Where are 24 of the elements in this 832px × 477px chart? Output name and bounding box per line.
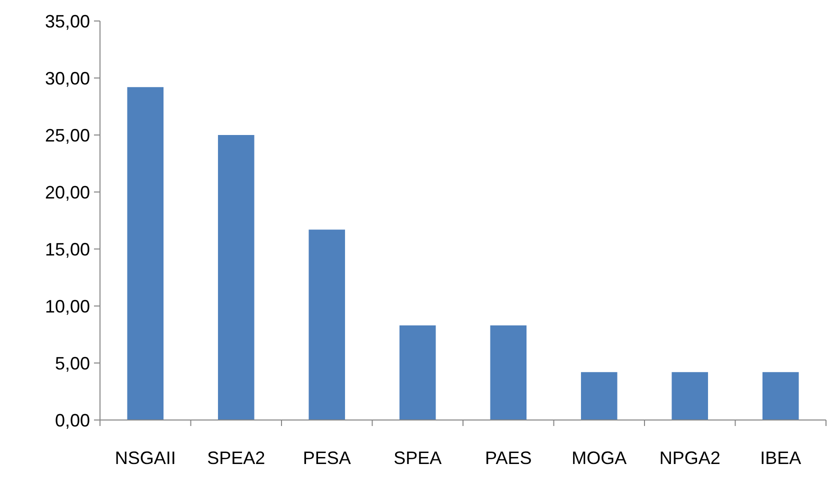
- x-tick-label: SPEA: [394, 448, 442, 468]
- y-tick-label: 0,00: [54, 410, 90, 430]
- bar: [218, 135, 254, 420]
- x-tick-label: MOGA: [572, 448, 627, 468]
- x-tick-label: PESA: [302, 448, 351, 468]
- y-tick-label: 5,00: [54, 353, 90, 374]
- bar: [399, 325, 436, 420]
- y-tick-label: 20,00: [44, 182, 90, 202]
- x-tick-label: NSGAII: [114, 448, 176, 468]
- bar: [672, 372, 708, 420]
- bar: [308, 230, 346, 420]
- x-tick-label: SPEA2: [207, 448, 266, 468]
- bar: [762, 372, 799, 420]
- y-tick-label: 30,00: [44, 68, 90, 88]
- y-tick-label: 25,00: [44, 125, 90, 146]
- y-tick-label: 10,00: [44, 296, 90, 316]
- x-tick-label: IBEA: [760, 448, 802, 468]
- y-tick-label: 15,00: [44, 239, 90, 260]
- y-tick-label: 35,00: [44, 11, 90, 32]
- bar: [490, 325, 527, 420]
- bar: [580, 372, 618, 420]
- bar: [127, 87, 164, 420]
- x-tick-label: NPGA2: [659, 448, 720, 468]
- x-tick-label: PAES: [485, 448, 532, 468]
